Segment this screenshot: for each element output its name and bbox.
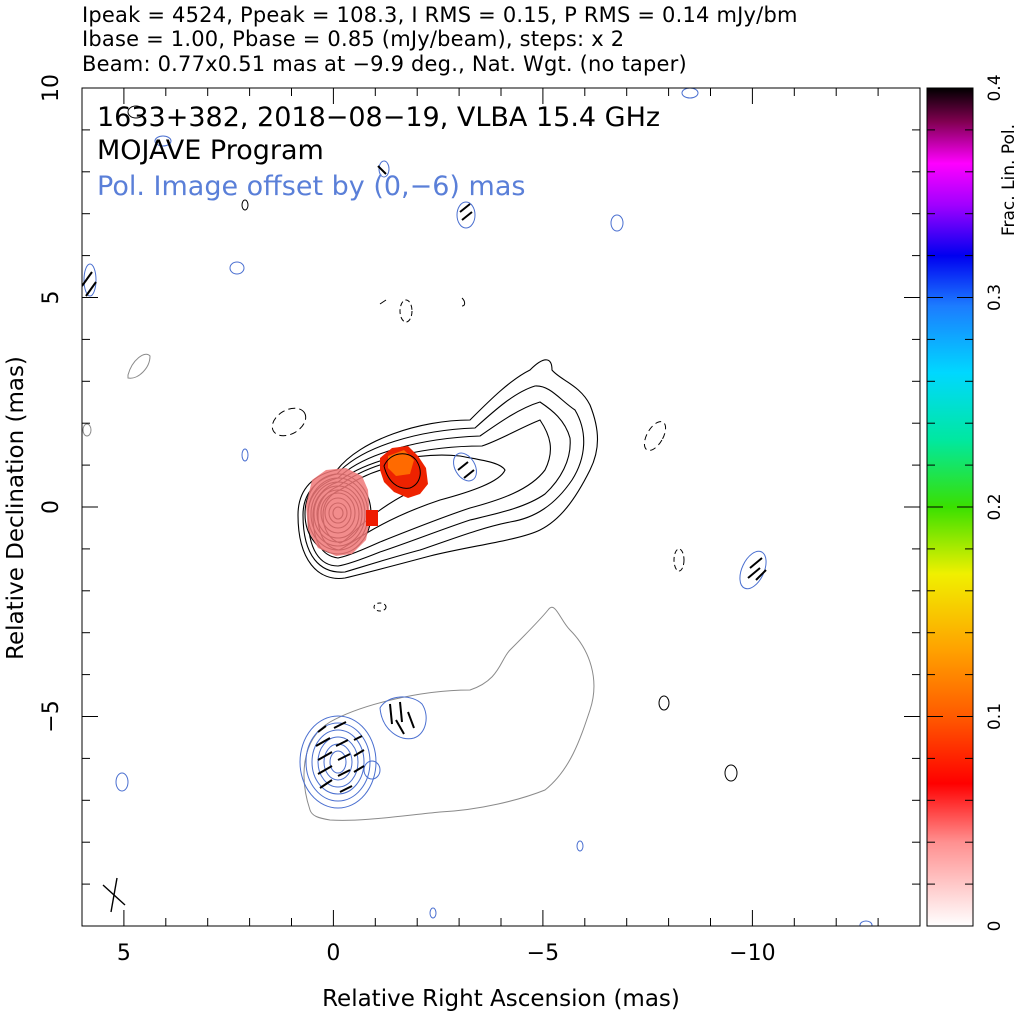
header-line-2: Ibase = 1.00, Pbase = 0.85 (mJy/beam), s… [82, 27, 625, 51]
y-axis-label: Relative Declination (mas) [3, 356, 29, 660]
plot-frame [81, 87, 921, 927]
x-tick-label: −5 [527, 941, 559, 966]
jet-contour-3 [307, 401, 571, 567]
noise-contour [82, 423, 92, 437]
total-intensity-map [82, 88, 873, 926]
colorbar-tick-label: 0.3 [985, 284, 1005, 311]
negative-contour [643, 421, 667, 451]
x-tick-label: −10 [729, 941, 775, 966]
x-tick-label: 0 [326, 941, 340, 966]
noise-contour [453, 452, 477, 482]
jet-contour-2 [302, 385, 585, 573]
noise-contour [229, 261, 245, 275]
source-label: 1633+382, 2018−08−19, VLBA 15.4 GHz [97, 102, 661, 133]
knot-polarization-core [388, 450, 414, 476]
core-polarization-patch [306, 468, 370, 556]
beam-marker [102, 877, 126, 913]
noise-contour [429, 907, 437, 919]
negative-contour [399, 299, 413, 323]
evpa-vectors-core [315, 701, 415, 793]
evpa-vectors-upper [82, 165, 767, 581]
noise-contour [456, 201, 476, 229]
noise-contour [241, 199, 249, 211]
offset-note: Pol. Image offset by (0,−6) mas [97, 171, 526, 202]
jet-contour-1 [297, 359, 598, 579]
noise-contour [681, 88, 699, 99]
colorbar-tick-labels: 0 0.1 0.2 0.3 0.4 [985, 74, 1005, 931]
colorbar-label: Frac. Lin. Pol. [999, 123, 1019, 237]
colorbar-tick-label: 0 [985, 921, 1005, 932]
noise-contour [610, 214, 624, 232]
y-tick-label: 10 [39, 74, 64, 102]
colorbar-tick-label: 0.4 [985, 74, 1005, 101]
polarized-intensity-map [299, 607, 595, 821]
noise-contour [115, 772, 129, 792]
y-tick-label: −5 [39, 700, 64, 732]
header-line-1: Ipeak = 4524, Ppeak = 108.3, I RMS = 0.1… [82, 3, 798, 27]
header-line-3: Beam: 0.77x0.51 mas at −9.9 deg., Nat. W… [82, 52, 687, 76]
noise-contour [378, 160, 390, 178]
noise-contour [154, 135, 172, 147]
y-tick-label: 5 [39, 291, 64, 305]
noise-contour [83, 263, 97, 297]
negative-contour [271, 407, 307, 437]
noise-contour [576, 840, 584, 852]
noise-contour [658, 695, 670, 711]
y-tick-label: 0 [39, 500, 64, 514]
noise-contour [127, 353, 151, 379]
colorbar-tick-label: 0.1 [985, 703, 1005, 730]
negative-contour [673, 548, 685, 572]
x-axis-label: Relative Right Ascension (mas) [322, 986, 680, 1012]
negative-contour [373, 602, 387, 612]
colorbar-tick-label: 0.2 [985, 493, 1005, 520]
x-tick-label: 5 [117, 941, 131, 966]
pol-outer-contour [303, 607, 595, 821]
axis-tick-labels: 5 0 −5 −10 −5 0 5 10 [39, 74, 776, 966]
noise-contour [127, 105, 145, 119]
noise-contour [859, 920, 873, 926]
noise-contour [724, 764, 738, 782]
pol-core-contours [299, 696, 427, 809]
noise-contour [241, 448, 249, 462]
noise-contour [739, 550, 767, 590]
program-label: MOJAVE Program [97, 135, 324, 166]
axis-ticks [81, 87, 921, 927]
small-polarization-patch [366, 510, 378, 526]
knot-contour [383, 453, 421, 489]
colorbar-ticks [927, 87, 973, 927]
noise-contour [379, 297, 466, 307]
